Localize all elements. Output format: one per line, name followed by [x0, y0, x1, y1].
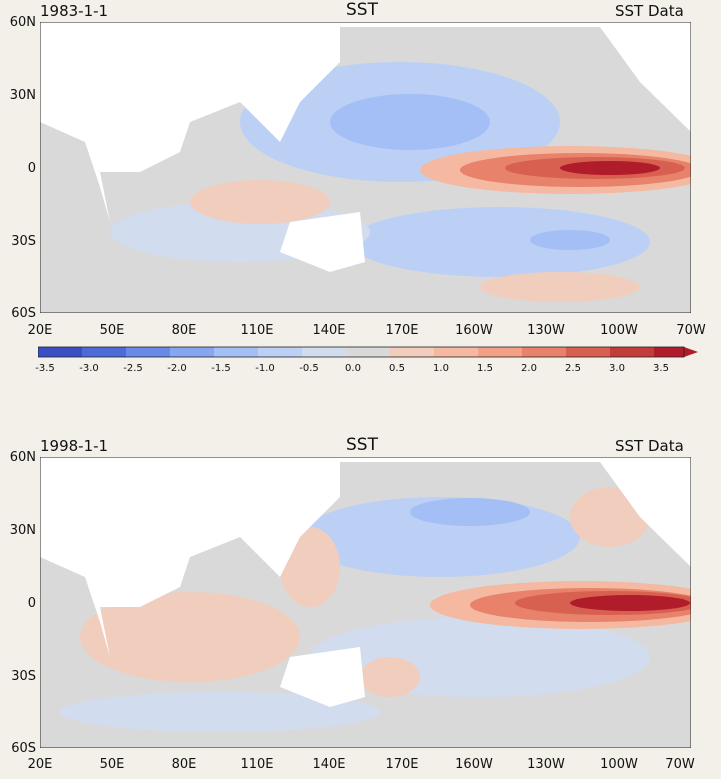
lat-label: 30N: [9, 88, 36, 103]
lon-label: 110E: [240, 757, 274, 772]
colorbar-label: -2.5: [123, 363, 143, 374]
panel-date: 1983-1-1: [40, 2, 109, 20]
colorbar-label: -3.0: [79, 363, 99, 374]
lat-label: 0: [27, 596, 36, 611]
colorbar-label: -3.5: [35, 363, 55, 374]
colorbar-label: 2.0: [521, 363, 537, 374]
colorbar-swatch: [522, 347, 566, 357]
lon-label: 100W: [600, 323, 638, 338]
lon-label: 80E: [171, 323, 197, 338]
colorbar-label: 3.0: [609, 363, 625, 374]
lon-label: 160W: [455, 757, 493, 772]
lon-label: 140E: [312, 757, 346, 772]
lat-label: 0: [27, 161, 36, 176]
colorbar-swatch: [38, 347, 82, 357]
colorbar-swatch: [126, 347, 170, 357]
colorbar-label: 3.5: [653, 363, 669, 374]
lon-label: 20E: [27, 323, 53, 338]
colorbar-swatch: [654, 347, 684, 357]
colorbar-swatch: [346, 347, 390, 357]
map-panel-1983: 1983-1-1 SST SST Data 60N 30N 0 30S 60S …: [0, 0, 721, 338]
lon-label: 170E: [385, 323, 419, 338]
colorbar-swatch: [82, 347, 126, 357]
colorbar: -3.5 -3.0 -2.5 -2.0 -1.5 -1.0 -0.5 0.0 0…: [35, 345, 698, 375]
colorbar-label: -2.0: [167, 363, 187, 374]
colorbar-swatch: [390, 347, 434, 357]
lon-label: 130W: [527, 323, 565, 338]
lon-label: 20E: [27, 757, 53, 772]
lon-label: 70W: [676, 323, 706, 338]
colorbar-extend-arrow: [684, 347, 698, 357]
colorbar-label: 1.5: [477, 363, 493, 374]
lat-label: 30S: [11, 234, 36, 249]
lon-label: 50E: [99, 323, 125, 338]
lat-label: 60S: [11, 741, 36, 756]
colorbar-swatch: [610, 347, 654, 357]
lon-label: 80E: [171, 757, 197, 772]
colorbar-label: 0.5: [389, 363, 405, 374]
colorbar-swatch: [478, 347, 522, 357]
colorbar-label: 0.0: [345, 363, 361, 374]
lat-label: 30S: [11, 669, 36, 684]
panel-source-label: SST Data: [615, 2, 684, 20]
lon-label: 70W: [665, 757, 695, 772]
lon-label: 170E: [385, 757, 419, 772]
colorbar-swatch: [258, 347, 302, 357]
lon-label: 100W: [600, 757, 638, 772]
colorbar-swatch: [566, 347, 610, 357]
colorbar-label: -1.0: [255, 363, 275, 374]
panel-title: SST: [346, 0, 378, 20]
panel-date: 1998-1-1: [40, 437, 109, 455]
lon-label: 110E: [240, 323, 274, 338]
panel-title: SST: [346, 435, 378, 455]
colorbar-label: -0.5: [299, 363, 319, 374]
colorbar-swatch: [214, 347, 258, 357]
lat-label: 60S: [11, 306, 36, 321]
lon-label: 50E: [99, 757, 125, 772]
colorbar-label: 2.5: [565, 363, 581, 374]
lat-label: 60N: [9, 450, 36, 465]
colorbar-swatches: [38, 346, 698, 358]
panel-source-label: SST Data: [615, 437, 684, 455]
map-panel-1998: 1998-1-1 SST SST Data 60N 30N 0 30S 60S …: [0, 435, 721, 779]
lat-label: 30N: [9, 523, 36, 538]
colorbar-swatch: [170, 347, 214, 357]
sst-map-1998: [40, 457, 691, 748]
colorbar-swatch: [434, 347, 478, 357]
colorbar-label: -1.5: [211, 363, 231, 374]
lon-label: 140E: [312, 323, 346, 338]
lon-label: 130W: [527, 757, 565, 772]
colorbar-swatch: [302, 347, 346, 357]
lon-label: 160W: [455, 323, 493, 338]
colorbar-outline: [38, 346, 685, 358]
sst-map-1983: [40, 22, 691, 313]
colorbar-label: 1.0: [433, 363, 449, 374]
lat-label: 60N: [9, 15, 36, 30]
